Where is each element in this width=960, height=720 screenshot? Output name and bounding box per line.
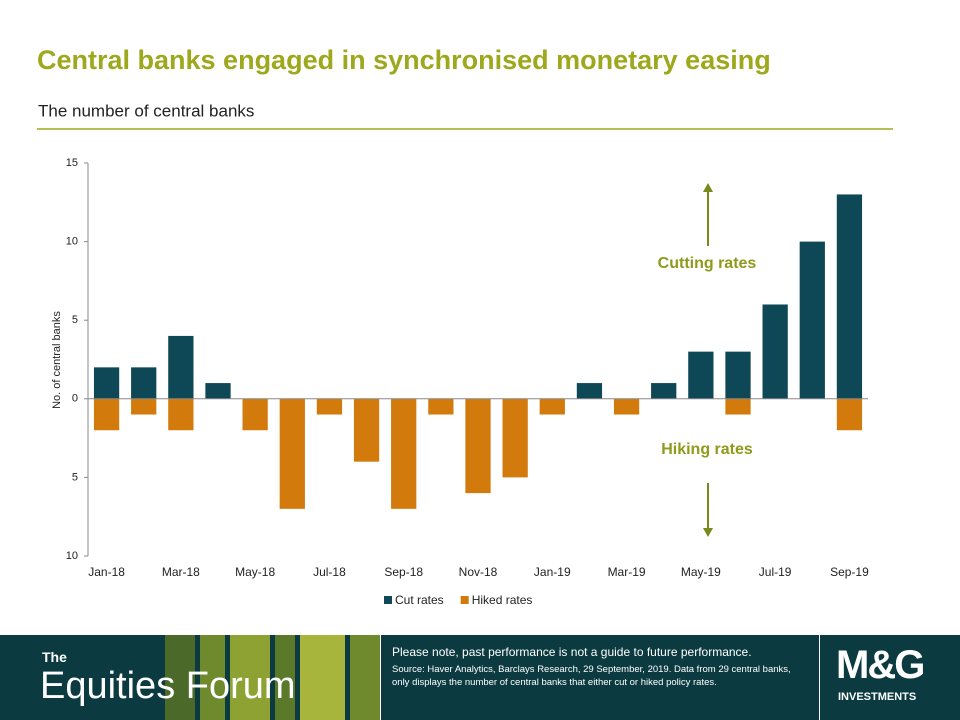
legend-label: Cut rates	[395, 593, 444, 607]
chart: Central banks engaged in synchronised mo…	[37, 45, 893, 607]
bar	[93, 367, 120, 399]
brand: Equities Forum	[40, 665, 296, 707]
arrow-head	[703, 528, 713, 537]
y-tick-label: 5	[72, 314, 78, 326]
brand-small: The	[42, 649, 67, 665]
x-tick-label: Sep-18	[384, 565, 423, 579]
bar	[799, 241, 825, 399]
chart-subtitle: The number of central banks	[38, 101, 254, 120]
bar	[316, 398, 343, 415]
y-axis-label: No. of central banks	[51, 311, 63, 409]
chart-title: Central banks engaged in synchronised mo…	[37, 45, 771, 75]
x-tick-label: Jul-19	[759, 565, 792, 579]
bar	[836, 194, 863, 399]
bar	[539, 398, 565, 415]
bar	[688, 351, 714, 399]
bar	[353, 398, 380, 462]
x-tick-label: Mar-19	[608, 565, 646, 579]
logo-sub: INVESTMENTS	[838, 691, 917, 703]
bar	[168, 335, 194, 399]
bar	[205, 383, 231, 399]
x-tick-label: Jul-18	[313, 565, 346, 579]
x-tick-label: Sep-19	[830, 565, 869, 579]
disclaimer: Please note, past performance is not a g…	[392, 645, 752, 659]
bar	[428, 398, 454, 415]
bar	[725, 398, 751, 415]
bar	[391, 398, 417, 509]
bar	[836, 398, 863, 431]
logo: M&G	[836, 643, 925, 687]
x-tick-label: Jan-19	[534, 565, 571, 579]
bar	[762, 304, 788, 399]
y-tick-label: 0	[72, 393, 78, 405]
bar	[131, 398, 157, 415]
bar	[502, 398, 528, 478]
bar	[93, 398, 120, 431]
bar	[725, 351, 751, 399]
legend-swatch	[384, 596, 392, 604]
x-tick-label: Nov-18	[459, 565, 498, 579]
legend-swatch	[460, 596, 469, 604]
bar	[242, 398, 268, 431]
x-tick-label: Mar-18	[162, 565, 200, 579]
bar	[168, 398, 194, 431]
source: Source: Haver Analytics, Barclays Resear…	[392, 664, 791, 688]
annotation: Cutting rates	[658, 255, 757, 272]
y-tick-label: 10	[66, 550, 78, 562]
bar	[576, 383, 603, 399]
y-tick-label: 10	[66, 236, 78, 248]
legend-label: Hiked rates	[472, 593, 533, 607]
annotation: Hiking rates	[661, 441, 753, 458]
x-tick-label: May-18	[235, 565, 275, 579]
bar	[131, 367, 157, 399]
y-tick-label: 15	[66, 157, 78, 169]
y-tick-label: 5	[72, 471, 78, 483]
x-tick-label: Jan-18	[88, 565, 125, 579]
bar	[651, 383, 677, 399]
bar	[279, 398, 305, 509]
arrow-head	[703, 183, 713, 192]
bar	[465, 398, 491, 494]
footer: The Equities Forum Please note, past per…	[0, 635, 960, 720]
bar	[613, 398, 640, 415]
x-tick-label: May-19	[681, 565, 721, 579]
